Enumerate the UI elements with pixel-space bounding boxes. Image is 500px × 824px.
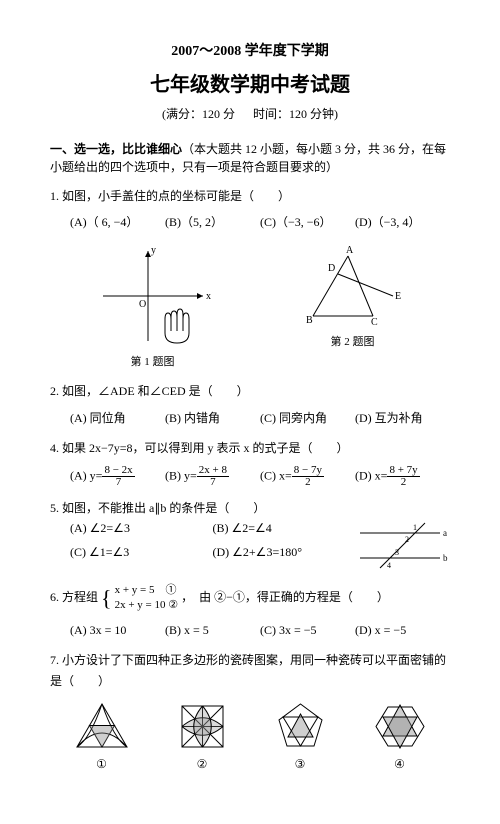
svg-text:4: 4 xyxy=(387,561,391,570)
svg-text:1: 1 xyxy=(413,523,417,532)
q1-options: (A)（ 6, −4） (B)（5, 2） (C)（−3, −6） (D)（−3… xyxy=(70,212,450,232)
q7-tiles: ① ② ③ xyxy=(50,699,450,774)
q1-opt-d: (D)（−3, 4） xyxy=(355,212,450,232)
q2-text: 2. 如图，∠ADE 和∠CED 是（ ） xyxy=(50,381,450,401)
q6-opt-b: (B) x = 5 xyxy=(165,620,260,640)
q6-options: (A) 3x = 10 (B) x = 5 (C) 3x = −5 (D) x … xyxy=(70,620,450,640)
q5-opt-c: (C) ∠1=∠3 xyxy=(70,542,213,562)
question-6: 6. 方程组 { x + y = 5 ① 2x + y = 10 ② ， 由 ②… xyxy=(50,583,450,640)
question-7: 7. 小方设计了下面四种正多边形的瓷砖图案，用同一种瓷砖可以平面密铺的是（ ） … xyxy=(50,650,450,774)
svg-text:2: 2 xyxy=(405,535,409,544)
q1-opt-b: (B)（5, 2） xyxy=(165,212,260,232)
svg-text:B: B xyxy=(306,315,313,326)
section-1-title: 一、选一选，比比谁细心 xyxy=(50,142,182,156)
q4-c-den: 2 xyxy=(292,477,324,488)
q4-d-num: 8 + 7y xyxy=(387,465,419,477)
question-1: 1. 如图，小手盖住的点的坐标可能是（ ） (A)（ 6, −4） (B)（5,… xyxy=(50,186,450,371)
q4-b-label: (B) y= xyxy=(165,468,197,482)
q4-b-den: 7 xyxy=(197,477,229,488)
q4-a-den: 7 xyxy=(102,477,134,488)
q6-opt-d: (D) x = −5 xyxy=(355,620,450,640)
subtitle-score: (满分：120 分 xyxy=(162,107,235,121)
question-5: 5. 如图，不能推出 a∥b 的条件是（ ） (A) ∠2=∠3 (B) ∠2=… xyxy=(50,498,450,573)
q4-c-label: (C) x= xyxy=(260,468,292,482)
svg-text:E: E xyxy=(395,291,401,302)
q6-opt-c: (C) 3x = −5 xyxy=(260,620,355,640)
q1-fig2-label: 第 2 题图 xyxy=(298,333,408,352)
q7-text: 7. 小方设计了下面四种正多边形的瓷砖图案，用同一种瓷砖可以平面密铺的是（ ） xyxy=(50,650,450,691)
q4-opt-c: (C) x=8 − 7y2 xyxy=(260,465,355,488)
q7-tile-3: ③ xyxy=(273,699,328,774)
q1-text: 1. 如图，小手盖住的点的坐标可能是（ ） xyxy=(50,186,450,206)
q4-d-label: (D) x= xyxy=(355,468,387,482)
q1-opt-c: (C)（−3, −6） xyxy=(260,212,355,232)
q7-tile-4: ④ xyxy=(371,699,429,774)
svg-text:C: C xyxy=(371,317,378,328)
section-1: 一、选一选，比比谁细心（本大题共 12 小题，每小题 3 分，共 36 分，在每… xyxy=(50,140,450,176)
svg-text:x: x xyxy=(206,291,211,302)
q2-opt-b: (B) 内错角 xyxy=(165,408,260,428)
q5-opt-b: (B) ∠2=∠4 xyxy=(213,518,356,538)
q4-d-den: 2 xyxy=(387,477,419,488)
page-title: 七年级数学期中考试题 xyxy=(50,68,450,97)
q1-figure-1: x y O 第 1 题图 xyxy=(93,241,213,372)
q7-num-2: ② xyxy=(175,754,230,774)
question-2: 2. 如图，∠ADE 和∠CED 是（ ） (A) 同位角 (B) 内错角 (C… xyxy=(50,381,450,428)
question-4: 4. 如果 2x−7y=8，可以得到用 y 表示 x 的式子是（ ） (A) y… xyxy=(50,438,450,487)
q4-opt-b: (B) y=2x + 87 xyxy=(165,465,260,488)
q4-opt-a: (A) y=8 − 2x7 xyxy=(70,465,165,488)
q5-opt-d: (D) ∠2+∠3=180° xyxy=(213,542,356,562)
svg-text:y: y xyxy=(151,245,156,256)
subtitle: (满分：120 分 时间：120 分钟) xyxy=(50,105,450,122)
q4-a-label: (A) y= xyxy=(70,468,102,482)
q1-opt-a: (A)（ 6, −4） xyxy=(70,212,165,232)
q5-figure: a b 1 2 3 4 xyxy=(355,518,450,573)
q7-tile-2: ② xyxy=(175,699,230,774)
q7-tile-1: ① xyxy=(72,699,132,774)
brace-icon: { xyxy=(101,586,112,611)
q4-opt-d: (D) x=8 + 7y2 xyxy=(355,465,450,488)
svg-text:A: A xyxy=(346,245,354,256)
q7-num-1: ① xyxy=(72,754,132,774)
svg-text:a: a xyxy=(443,528,447,538)
q5-opt-a: (A) ∠2=∠3 xyxy=(70,518,213,538)
svg-text:3: 3 xyxy=(395,548,399,557)
q6-pre: 6. 方程组 xyxy=(50,590,98,604)
q2-opt-c: (C) 同旁内角 xyxy=(260,408,355,428)
q6-sys2: 2x + y = 10 ② xyxy=(115,599,179,611)
q1-fig1-label: 第 1 题图 xyxy=(93,353,213,372)
svg-text:D: D xyxy=(328,263,335,274)
q6-line: 6. 方程组 { x + y = 5 ① 2x + y = 10 ② ， 由 ②… xyxy=(50,583,450,614)
q6-sys1: x + y = 5 ① xyxy=(115,584,177,596)
q1-figures: x y O 第 1 题图 A D E xyxy=(50,241,450,372)
q7-num-4: ④ xyxy=(371,754,429,774)
q4-c-num: 8 − 7y xyxy=(292,465,324,477)
q2-options: (A) 同位角 (B) 内错角 (C) 同旁内角 (D) 互为补角 xyxy=(70,408,450,428)
svg-text:O: O xyxy=(139,299,146,310)
q2-opt-a: (A) 同位角 xyxy=(70,408,165,428)
q1-figure-2: A D E B C 第 2 题图 xyxy=(298,241,408,372)
q7-num-3: ③ xyxy=(273,754,328,774)
q4-text: 4. 如果 2x−7y=8，可以得到用 y 表示 x 的式子是（ ） xyxy=(50,438,450,458)
q6-post: ， 由 ②−①，得正确的方程是（ ） xyxy=(181,590,389,604)
header-year: 2007～2008 学年度下学期 xyxy=(50,40,450,60)
q5-text: 5. 如图，不能推出 a∥b 的条件是（ ） xyxy=(50,498,450,518)
q4-a-num: 8 − 2x xyxy=(102,465,134,477)
q4-options: (A) y=8 − 2x7 (B) y=2x + 87 (C) x=8 − 7y… xyxy=(70,465,450,488)
subtitle-time: 时间：120 分钟) xyxy=(253,107,338,121)
q2-opt-d: (D) 互为补角 xyxy=(355,408,450,428)
q6-opt-a: (A) 3x = 10 xyxy=(70,620,165,640)
svg-text:b: b xyxy=(443,553,448,563)
q4-b-num: 2x + 8 xyxy=(197,465,229,477)
